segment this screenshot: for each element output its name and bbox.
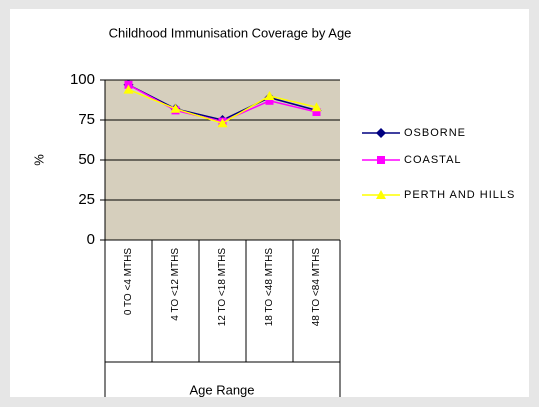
marker bbox=[312, 108, 321, 116]
x-tick-label: 0 TO <4 MTHS bbox=[123, 248, 134, 315]
x-tick-label: 48 TO <84 MTHS bbox=[311, 248, 322, 327]
marker bbox=[170, 103, 181, 113]
marker bbox=[377, 156, 385, 164]
y-axis-label: % bbox=[31, 154, 46, 166]
x-tick-label: 12 TO <18 MTHS bbox=[217, 248, 228, 327]
y-tick-label: 25 bbox=[78, 191, 95, 208]
y-tick-label: 75 bbox=[78, 111, 95, 128]
marker bbox=[311, 102, 322, 112]
legend-label: OSBORNE bbox=[404, 127, 466, 139]
marker bbox=[264, 91, 275, 100]
x-tick-label: 18 TO <48 MTHS bbox=[264, 248, 275, 327]
y-tick-label: 50 bbox=[78, 151, 95, 168]
marker bbox=[376, 128, 386, 138]
y-tick-label: 0 bbox=[87, 231, 95, 248]
y-tick-label: 100 bbox=[70, 71, 95, 88]
marker bbox=[265, 96, 274, 105]
x-tick-label: 4 TO <12 MTHS bbox=[170, 248, 181, 321]
x-axis-label: Age Range bbox=[189, 382, 254, 397]
marker bbox=[123, 84, 134, 94]
marker bbox=[217, 118, 228, 128]
legend-label: PERTH AND HILLS bbox=[404, 189, 515, 201]
legend-label: COASTAL bbox=[404, 154, 462, 166]
chart-title: Childhood Immunisation Coverage by Age bbox=[109, 25, 352, 40]
marker bbox=[376, 190, 386, 199]
